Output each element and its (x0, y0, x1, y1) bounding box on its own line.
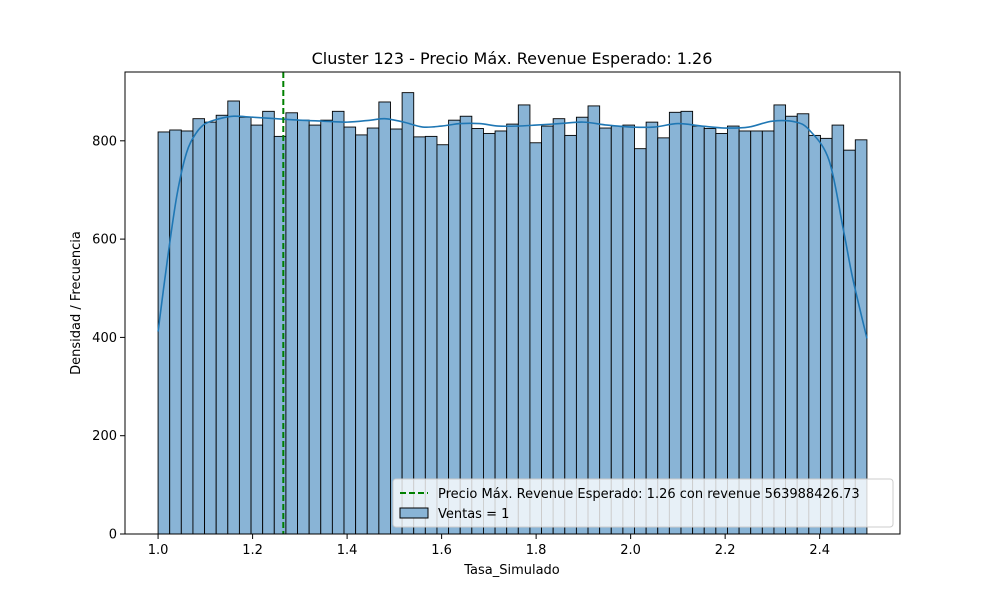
histogram-bar (424, 135, 438, 535)
histogram-bar (761, 130, 775, 535)
histogram-bar (227, 100, 240, 535)
y-tick-label: 600 (92, 233, 117, 248)
histogram-bar (320, 119, 333, 535)
histogram-bar (378, 101, 391, 535)
histogram-bar (448, 119, 461, 535)
histogram-bar (169, 129, 182, 535)
legend-entry-max-price: Precio Máx. Revenue Esperado: 1.26 con r… (438, 487, 860, 502)
histogram-bar (285, 112, 298, 535)
histogram-bar (622, 124, 635, 535)
histogram-bar (773, 104, 787, 535)
legend: Precio Máx. Revenue Esperado: 1.26 con r… (392, 478, 894, 528)
y-tick-label: 200 (92, 429, 117, 444)
x-tick-label: 1.6 (431, 543, 452, 558)
histogram-bar (668, 111, 682, 535)
histogram-bar (808, 134, 821, 535)
histogram-bar (843, 149, 856, 535)
histogram-bar (297, 119, 310, 535)
histogram-bar (854, 139, 868, 535)
histogram-bar (482, 132, 496, 535)
histogram-bar (192, 118, 206, 535)
histogram-bar (250, 124, 264, 535)
x-tick-label: 1.4 (337, 543, 358, 558)
histogram-bar (715, 132, 728, 535)
histogram-bar (157, 131, 171, 535)
histogram-bar (494, 130, 508, 535)
histogram-bar (750, 130, 763, 535)
histogram-bar (413, 136, 426, 535)
y-tick-label: 800 (92, 134, 117, 149)
histogram-bar (529, 142, 543, 535)
y-axis-ticks: 0 200 400 600 800 (92, 134, 125, 543)
histogram-bar (215, 114, 229, 535)
histogram-bar (238, 116, 252, 535)
y-tick-label: 400 (92, 331, 117, 346)
histogram-bar (575, 116, 589, 535)
histogram-bar (180, 130, 194, 535)
legend-box (392, 478, 894, 528)
x-axis-label: Tasa_Simulado (463, 563, 560, 578)
histogram-bar (204, 121, 217, 535)
y-tick-label: 0 (109, 528, 117, 543)
x-tick-label: 2.4 (809, 543, 830, 558)
legend-patch-marker (399, 507, 429, 519)
histogram-bar (262, 110, 275, 535)
histogram-bar (738, 130, 752, 535)
x-tick-label: 2.0 (620, 543, 641, 558)
y-axis-label: Densidad / Frecuencia (69, 231, 84, 375)
x-tick-label: 1.8 (526, 543, 547, 558)
histogram-bar (819, 137, 833, 535)
histogram-bar (390, 128, 403, 535)
histogram-bar (552, 118, 566, 535)
histogram-bar (564, 134, 577, 535)
x-tick-label: 1.0 (148, 543, 169, 558)
histogram-bar (587, 105, 601, 535)
chart-title: Cluster 123 - Precio Máx. Revenue Espera… (312, 49, 713, 68)
histogram-bar (680, 110, 694, 535)
histogram-bar (471, 128, 484, 535)
histogram-bar (366, 127, 380, 535)
histogram-bar (692, 125, 705, 535)
histogram-bar (634, 148, 647, 535)
histogram-bar (343, 126, 357, 535)
x-tick-label: 2.2 (715, 543, 736, 558)
plot-frame (124, 71, 901, 535)
histogram-bar (355, 134, 368, 535)
histogram-bar (436, 144, 450, 535)
histogram-bar (459, 115, 473, 535)
histogram-bar (645, 121, 659, 535)
x-tick-label: 1.2 (242, 543, 263, 558)
histogram-bar (703, 128, 717, 535)
legend-entry-ventas: Ventas = 1 (438, 507, 509, 522)
x-axis-ticks: 1.0 1.2 1.4 1.6 1.8 2.0 2.2 2.4 (148, 534, 830, 558)
histogram-bar (831, 124, 845, 535)
histogram-bar (541, 125, 554, 535)
histogram-bar (308, 124, 322, 535)
histogram-bar (599, 127, 612, 535)
histogram-bar (785, 115, 798, 535)
histogram-bar (796, 113, 810, 535)
histogram-bar (657, 137, 670, 535)
histogram-bar (401, 92, 415, 535)
histogram-bar (727, 125, 740, 535)
histogram-bars (157, 92, 868, 535)
histogram-bar (506, 123, 519, 535)
histogram-bar (610, 125, 624, 535)
histogram-bar (331, 110, 345, 535)
histogram-bar (517, 104, 531, 535)
kde-curve (157, 115, 868, 339)
